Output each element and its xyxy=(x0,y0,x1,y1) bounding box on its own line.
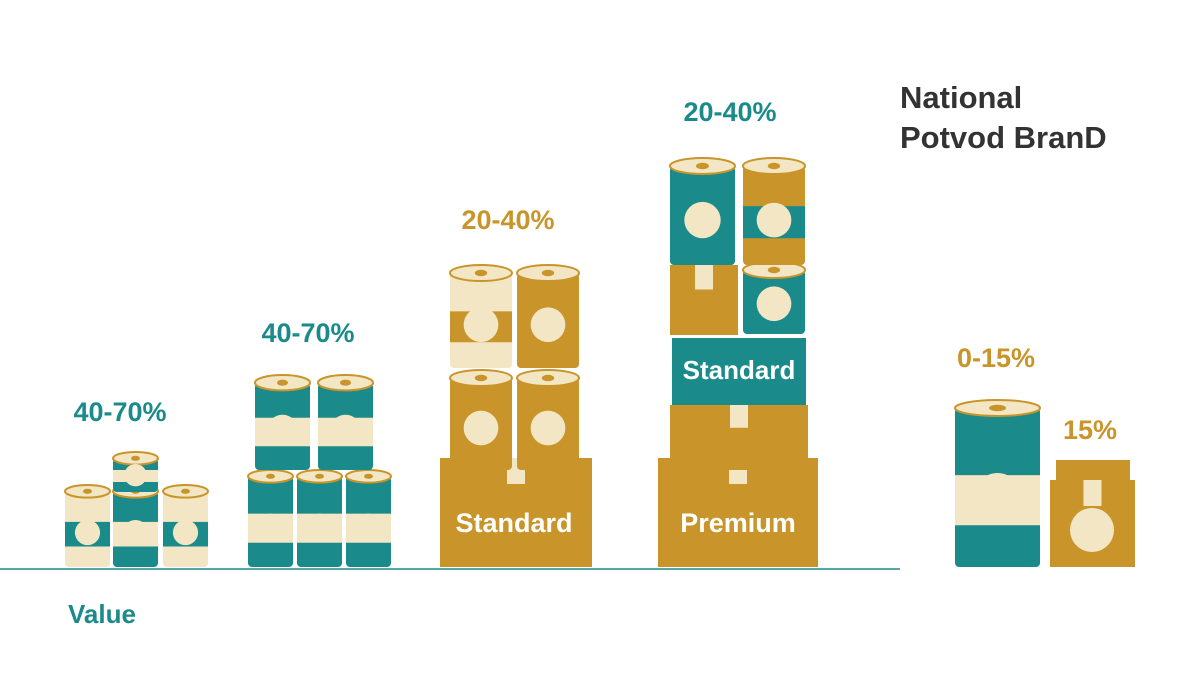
can-tab xyxy=(83,488,92,494)
group-label: 20-40% xyxy=(683,97,776,127)
can-tab xyxy=(315,473,324,479)
axis-label: Value xyxy=(68,599,136,629)
box-emblem xyxy=(1070,508,1114,552)
can-emblem xyxy=(124,464,147,487)
can-emblem xyxy=(355,513,382,539)
box xyxy=(670,405,808,470)
can-emblem xyxy=(973,473,1022,521)
box-label: Standard xyxy=(455,508,572,538)
box-tape xyxy=(695,265,713,290)
can xyxy=(254,374,311,470)
can-emblem xyxy=(463,307,499,343)
can-emblem xyxy=(306,513,333,539)
box xyxy=(440,458,592,567)
can-emblem xyxy=(756,202,792,238)
can-tab xyxy=(340,379,351,386)
can xyxy=(317,374,374,470)
can xyxy=(449,264,513,368)
can xyxy=(64,484,111,567)
group-label: 15% xyxy=(1063,415,1117,445)
can xyxy=(516,369,580,470)
box xyxy=(670,265,738,335)
can xyxy=(112,451,159,492)
group-label: 0-15% xyxy=(957,343,1035,373)
can-emblem xyxy=(74,519,101,546)
can xyxy=(345,469,392,567)
can-emblem xyxy=(257,513,284,539)
can-tab xyxy=(696,162,709,170)
box-tape xyxy=(730,405,748,428)
can-emblem xyxy=(756,286,792,322)
can-emblem xyxy=(530,307,566,343)
band xyxy=(672,338,806,405)
can xyxy=(954,399,1041,567)
artwork: Standard Standard Premium xyxy=(64,157,1135,567)
title-line: Potvod BranD xyxy=(900,120,1107,155)
can xyxy=(449,369,513,470)
box-label: Premium xyxy=(680,508,796,538)
can-emblem xyxy=(463,410,499,446)
can-emblem xyxy=(122,519,149,546)
can xyxy=(742,261,806,334)
can-tab xyxy=(364,473,373,479)
group-label: 40-70% xyxy=(73,397,166,427)
can xyxy=(247,469,294,567)
group-label: 20-40% xyxy=(461,205,554,235)
can-tab xyxy=(131,455,140,461)
can-tab xyxy=(989,404,1006,412)
can-tab xyxy=(181,488,190,494)
can-tab xyxy=(474,269,488,277)
box-lid xyxy=(1056,460,1130,480)
can-tab xyxy=(277,379,288,386)
can-emblem xyxy=(172,519,199,546)
can-tab xyxy=(767,162,781,170)
can xyxy=(162,484,209,567)
group-label: 40-70% xyxy=(261,318,354,348)
can-tab xyxy=(266,473,275,479)
can-emblem xyxy=(330,414,361,446)
box-tape xyxy=(1083,480,1102,506)
can xyxy=(742,157,806,265)
can-emblem xyxy=(530,410,566,446)
box xyxy=(658,458,818,567)
can-tab xyxy=(541,374,555,382)
can-emblem xyxy=(684,201,721,239)
can xyxy=(669,157,736,265)
can xyxy=(112,484,159,567)
title-line: National xyxy=(900,80,1022,115)
can-tab xyxy=(541,269,555,277)
can-emblem xyxy=(267,414,298,446)
can xyxy=(516,264,580,368)
can-tab xyxy=(767,266,781,274)
can xyxy=(296,469,343,567)
can-tab xyxy=(474,374,488,382)
band-label: Standard xyxy=(683,355,796,385)
